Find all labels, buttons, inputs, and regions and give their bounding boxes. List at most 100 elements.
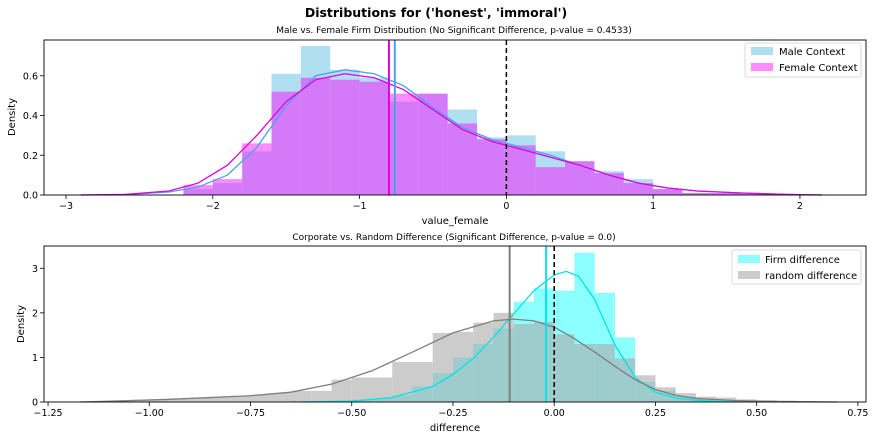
histogram-bar — [741, 194, 771, 195]
legend-box — [744, 42, 862, 78]
histogram-bar — [473, 322, 494, 402]
x-tick-label: 2 — [797, 201, 803, 212]
histogram-bar — [300, 45, 331, 195]
chart-title: Corporate vs. Random Difference (Signifi… — [292, 233, 615, 243]
histogram-bar — [371, 377, 393, 402]
x-tick-label: −2 — [206, 201, 220, 212]
histogram-bar — [359, 77, 389, 195]
kde-curve — [80, 318, 838, 403]
histogram-bar — [359, 81, 389, 195]
histogram-bar — [291, 390, 312, 402]
histogram-bar — [271, 91, 301, 195]
histogram-bar — [675, 393, 696, 402]
histogram-bar — [418, 93, 448, 195]
histogram-bar — [614, 358, 636, 402]
x-axis-label: difference — [430, 423, 480, 434]
x-tick-label: 1 — [650, 201, 656, 212]
histogram-bar — [242, 151, 272, 195]
histogram-bar — [574, 344, 595, 402]
axes-frame — [43, 39, 867, 196]
histogram-bar — [741, 194, 771, 195]
plot-area — [80, 40, 822, 196]
plot-area — [80, 246, 838, 403]
legend-box — [731, 249, 862, 285]
x-tick-label: −1.00 — [135, 408, 164, 419]
x-tick-label: 0 — [503, 201, 509, 212]
y-tick-label: 0.6 — [23, 71, 38, 82]
histogram-bar — [300, 77, 331, 195]
histogram-bar — [565, 161, 595, 195]
y-axis-label: Density — [7, 98, 18, 136]
histogram-bar — [270, 393, 292, 402]
histogram-bar — [351, 377, 372, 402]
legend-swatch-female — [751, 63, 773, 71]
histogram-bar — [250, 394, 271, 402]
histogram-bar — [189, 397, 211, 402]
histogram-bar — [183, 189, 213, 195]
legend: Firm difference random difference — [731, 249, 862, 285]
histogram-bar — [711, 193, 742, 195]
y-axis-label: Density — [16, 305, 27, 343]
chart-title: Male vs. Female Firm Distribution (No Si… — [276, 26, 632, 36]
histogram-bar — [493, 312, 514, 402]
histogram-bar — [506, 145, 536, 195]
y-tick-label: 0.0 — [23, 191, 38, 202]
chart-male-vs-female: Male vs. Female Firm Distribution (No Si… — [7, 26, 867, 227]
legend: Male Context Female Context — [744, 42, 862, 78]
histogram-bar — [210, 396, 231, 402]
x-axis-label: value_female — [422, 216, 489, 227]
kde-curve — [303, 270, 737, 403]
histogram-bar — [418, 93, 448, 195]
histogram-bar — [169, 398, 190, 402]
legend-swatch-random — [738, 271, 760, 279]
legend-label-random: random difference — [765, 271, 857, 282]
histogram-bar — [594, 173, 624, 195]
histogram-bar — [392, 361, 413, 402]
axis-ticks: −3 −2 −1 0 1 2 0.0 0.2 0.4 0.6 — [23, 71, 803, 212]
y-tick-label: 3 — [32, 264, 38, 275]
histogram-bar — [212, 183, 243, 195]
histogram-bar — [230, 395, 251, 402]
axis-ticks: −1.25 −1.00 −0.75 −0.50 −0.25 0.00 0.25 0.50 0.7… — [32, 264, 869, 419]
histogram-bar — [711, 193, 742, 195]
histogram-bar — [149, 399, 170, 402]
histogram-bar — [535, 167, 566, 195]
histogram-bar — [330, 69, 360, 195]
histogram-bar — [477, 139, 507, 195]
legend-label-female: Female Context — [779, 63, 858, 74]
x-tick-label: −0.25 — [438, 408, 467, 419]
histogram-bar — [565, 161, 595, 195]
histogram-bar — [653, 189, 683, 195]
histogram-bar — [311, 390, 332, 402]
histogram-bar — [682, 193, 712, 195]
kde-curve — [80, 73, 822, 196]
x-tick-label: 0.50 — [746, 408, 767, 419]
histogram-bar — [533, 321, 555, 402]
y-tick-label: 1 — [32, 353, 38, 364]
y-tick-label: 0.2 — [23, 151, 38, 162]
x-tick-label: 0.25 — [645, 408, 666, 419]
y-tick-label: 0.4 — [23, 111, 38, 122]
x-tick-label: 0.00 — [544, 408, 565, 419]
y-tick-label: 0 — [32, 398, 38, 409]
legend-swatch-male — [751, 47, 773, 55]
legend-label-firm: Firm difference — [765, 255, 840, 266]
x-tick-label: −1 — [353, 201, 367, 212]
histogram-bar — [447, 123, 478, 195]
histogram-bar — [330, 79, 360, 195]
x-tick-label: −0.75 — [236, 408, 265, 419]
axes-frame — [43, 245, 867, 403]
histogram-bar — [513, 324, 534, 402]
histogram-bar — [412, 361, 433, 402]
x-tick-label: 0.75 — [847, 408, 868, 419]
chart-corporate-vs-random: Corporate vs. Random Difference (Signifi… — [16, 233, 868, 434]
legend-swatch-firm — [738, 255, 760, 263]
histogram-bar — [623, 183, 654, 195]
histogram-bar — [477, 137, 507, 195]
histogram-bar — [388, 93, 419, 195]
legend-label-male: Male Context — [779, 47, 845, 58]
x-tick-label: −1.25 — [33, 408, 62, 419]
histogram-bar — [331, 379, 352, 402]
histogram-bar — [212, 179, 243, 195]
